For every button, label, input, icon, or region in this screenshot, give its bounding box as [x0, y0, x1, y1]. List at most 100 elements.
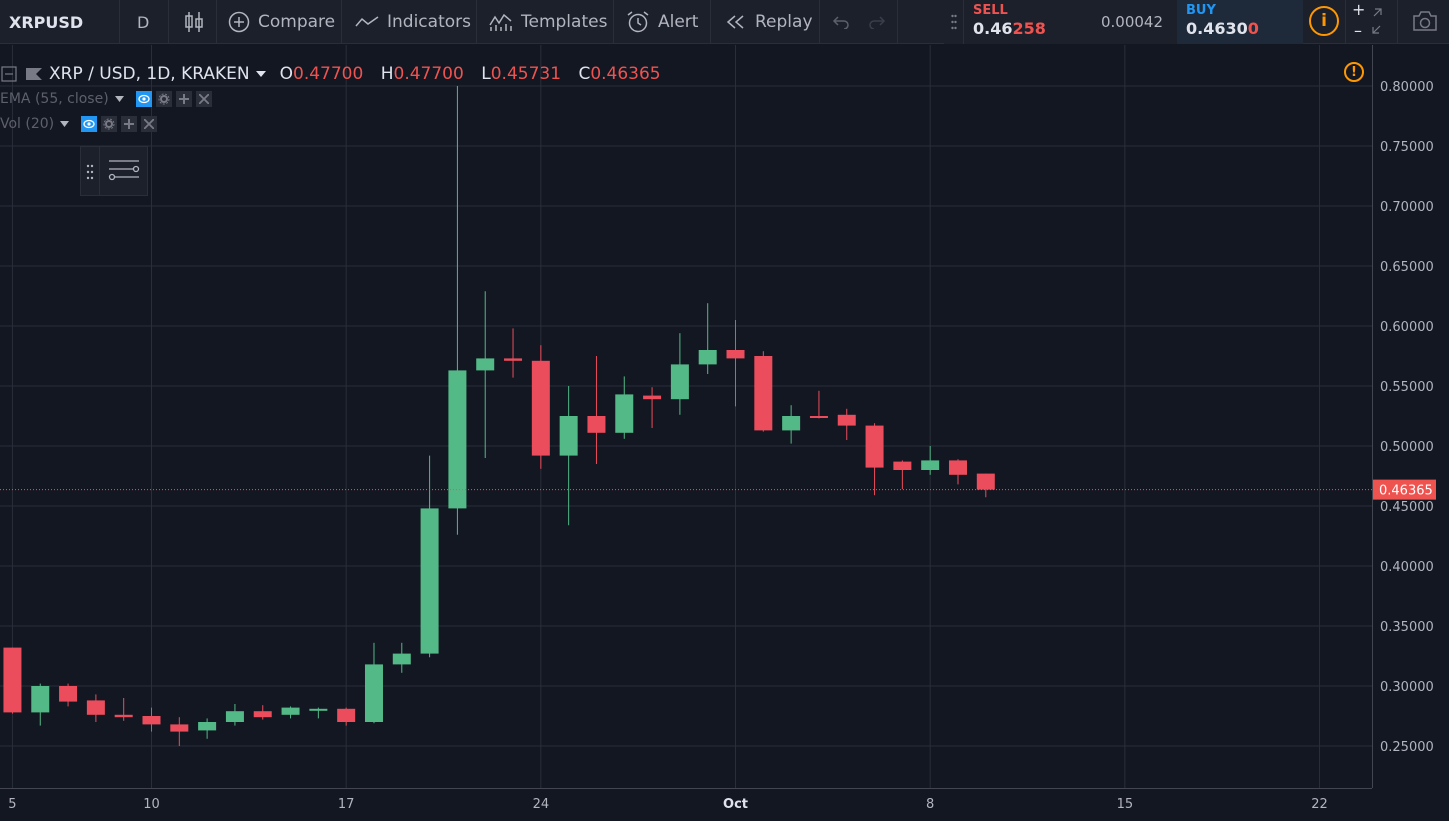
candle [976, 473, 995, 498]
close-icon[interactable] [141, 116, 158, 132]
candle-body [670, 364, 689, 400]
compare-button[interactable]: Compare [228, 0, 335, 44]
sell-price-main: 0.46 [973, 19, 1013, 38]
close-icon[interactable] [195, 91, 212, 107]
eye-icon[interactable] [81, 116, 98, 132]
camera-icon[interactable] [1411, 9, 1439, 37]
y-tick-label: 0.45000 [1380, 500, 1434, 515]
candles-icon [185, 12, 203, 32]
candle [114, 698, 133, 721]
candle-body [448, 370, 467, 509]
study-vol-row: Vol (20) [0, 115, 158, 133]
sell-button[interactable]: SELL 0.46258 [963, 0, 1087, 44]
chevron-down-icon[interactable] [114, 96, 124, 102]
zoom-out-button[interactable]: – [1354, 21, 1362, 40]
legend-collapse-icon[interactable] [1, 66, 17, 82]
indicators-button[interactable]: Indicators [355, 0, 471, 44]
candle-body [31, 686, 50, 713]
candle-body [476, 358, 495, 371]
axes: 0.80000 0.75000 0.70000 0.65000 0.60000 0.550… [0, 45, 1436, 812]
candle [253, 705, 272, 720]
close-value: 0.46365 [590, 64, 661, 84]
drag-dots-icon [86, 164, 94, 180]
expand-icon[interactable] [1372, 8, 1382, 38]
study-list-toggle-button[interactable] [80, 146, 148, 196]
y-tick-label: 0.30000 [1380, 680, 1434, 695]
study-ema-label[interactable]: EMA (55, close) [0, 91, 109, 107]
x-tick-label: 24 [533, 797, 550, 812]
study-vol-label[interactable]: Vol (20) [0, 116, 55, 132]
candle [531, 345, 550, 469]
trading-panel-drag-handle[interactable] [944, 0, 963, 44]
candle-body [281, 707, 300, 715]
replay-button[interactable]: Replay [725, 0, 813, 44]
x-tick-label: 17 [338, 797, 355, 812]
spread-value: 0.00042 [1087, 0, 1177, 44]
buy-price-main: 0.4630 [1186, 19, 1248, 38]
top-toolbar: XRPUSD D Compare Indicators [0, 0, 1449, 44]
chevron-down-icon[interactable] [255, 71, 266, 77]
candle-body [114, 714, 133, 718]
gear-icon[interactable] [101, 116, 118, 132]
interval-button[interactable]: D [137, 12, 150, 32]
candle-body [837, 414, 856, 426]
toolbar-divider [613, 0, 614, 44]
flag-icon[interactable] [25, 67, 43, 81]
candle-body [643, 395, 662, 400]
symbol-search-button[interactable]: XRPUSD [9, 12, 84, 32]
y-tick-label: 0.55000 [1380, 380, 1434, 395]
x-tick-label: 10 [143, 797, 160, 812]
y-tick-label: 0.50000 [1380, 440, 1434, 455]
candle [893, 460, 912, 490]
candlestick-chart[interactable]: 0.80000 0.75000 0.70000 0.65000 0.60000 0.550… [0, 45, 1449, 821]
toolbar-divider [216, 0, 217, 44]
redo-button[interactable] [868, 0, 886, 44]
info-icon[interactable]: i [1309, 6, 1339, 36]
plus-icon[interactable] [121, 116, 138, 132]
y-tick-label: 0.80000 [1380, 80, 1434, 95]
y-tick-label: 0.75000 [1380, 140, 1434, 155]
candle-body [754, 356, 773, 431]
chevron-down-icon[interactable] [60, 121, 70, 127]
candle-body [698, 350, 717, 365]
candle [198, 718, 217, 739]
candle-body [86, 700, 105, 715]
indicators-label: Indicators [387, 12, 471, 32]
plus-icon[interactable] [175, 91, 192, 107]
legend-title[interactable]: XRP / USD, 1D, KRAKEN [49, 64, 250, 84]
templates-icon [489, 13, 512, 31]
candle-body [531, 360, 550, 456]
toolbar-divider [341, 0, 342, 44]
zoom-in-button[interactable]: + [1352, 0, 1366, 19]
y-tick-label: 0.25000 [1380, 740, 1434, 755]
chart-pane[interactable]: 0.80000 0.75000 0.70000 0.65000 0.60000 0.550… [0, 45, 1449, 821]
chart-style-button[interactable] [184, 0, 204, 44]
candle-body [893, 461, 912, 470]
candle-body [726, 350, 745, 359]
candle [698, 303, 717, 374]
candle-body [225, 711, 244, 722]
warning-icon[interactable]: ! [1344, 62, 1364, 82]
candle [754, 351, 773, 432]
candle [170, 717, 189, 746]
alert-button[interactable]: Alert [626, 0, 698, 44]
candle-body [420, 508, 439, 654]
candle [337, 707, 356, 726]
candle [3, 647, 22, 714]
gear-icon[interactable] [155, 91, 172, 107]
templates-button[interactable]: Templates [489, 0, 607, 44]
candle-body [59, 686, 78, 702]
eye-icon[interactable] [135, 91, 152, 107]
toolbar-divider [168, 0, 169, 44]
candle-body [782, 416, 801, 431]
toolbar-divider [119, 0, 120, 44]
candle-body [921, 460, 940, 470]
compare-label: Compare [258, 12, 336, 32]
candle [392, 642, 411, 673]
undo-button[interactable] [832, 0, 850, 44]
candle [670, 333, 689, 415]
candle-body [142, 716, 161, 725]
y-tick-label: 0.70000 [1380, 200, 1434, 215]
candle [559, 386, 578, 526]
buy-button[interactable]: BUY 0.46300 [1177, 0, 1303, 44]
